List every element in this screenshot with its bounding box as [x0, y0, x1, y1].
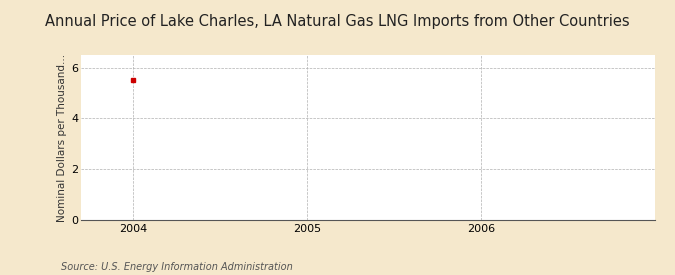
Text: Annual Price of Lake Charles, LA Natural Gas LNG Imports from Other Countries: Annual Price of Lake Charles, LA Natural… — [45, 14, 630, 29]
Text: Source: U.S. Energy Information Administration: Source: U.S. Energy Information Administ… — [61, 262, 292, 272]
Y-axis label: Nominal Dollars per Thousand...: Nominal Dollars per Thousand... — [57, 53, 67, 222]
